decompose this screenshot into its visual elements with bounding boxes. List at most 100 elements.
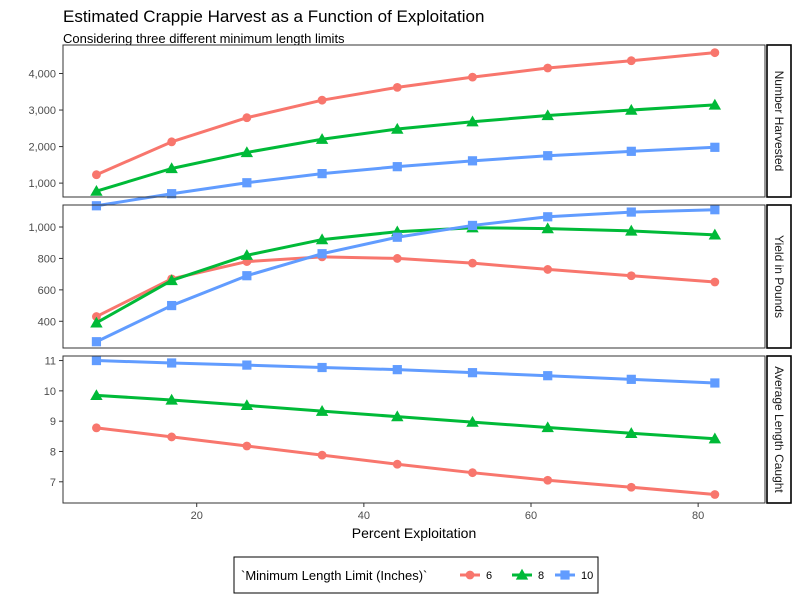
data-point-8 [165, 393, 178, 405]
data-point-10 [543, 371, 553, 381]
legend-key-marker [515, 568, 529, 580]
data-point-6 [626, 482, 636, 492]
data-point-10 [710, 142, 720, 152]
y-tick-label: 3,000 [28, 105, 56, 117]
y-tick-label: 9 [50, 416, 56, 428]
data-point-6 [392, 459, 402, 469]
chart-title: Estimated Crappie Harvest as a Function … [63, 7, 484, 26]
legend-item-6: 6 [460, 570, 492, 582]
panel-border [62, 204, 766, 349]
data-point-10 [467, 368, 478, 378]
data-point-6 [626, 271, 636, 281]
panel-3: 7 8 9 10 11 Average Length Caught [44, 355, 792, 504]
data-point-6 [710, 277, 720, 287]
y-tick-label: 800 [38, 253, 56, 265]
data-point-10 [626, 146, 636, 156]
legend-item-8: 8 [512, 568, 544, 582]
series-line-6 [95, 255, 715, 318]
data-point-8 [165, 274, 178, 286]
data-point-8 [90, 316, 103, 328]
legend-key-marker [560, 570, 570, 580]
data-point-6 [167, 137, 177, 147]
data-point-6 [392, 82, 402, 92]
data-point-10 [543, 212, 553, 222]
data-point-10 [167, 358, 177, 368]
data-point-10 [710, 205, 720, 215]
data-point-8 [541, 421, 554, 433]
data-point-10 [91, 201, 102, 211]
y-tick-label: 400 [38, 316, 56, 328]
x-tick-label: 40 [358, 510, 370, 522]
data-point-8 [708, 228, 722, 240]
x-axis-title: Percent Exploitation [352, 525, 477, 541]
data-point-8 [90, 389, 103, 401]
strip-box [766, 44, 792, 198]
y-tick-label: 8 [50, 446, 56, 458]
y-tick-label: 11 [45, 356, 56, 368]
y-tick-label: 1,000 [28, 178, 56, 190]
data-point-8 [708, 432, 722, 444]
data-point-6 [317, 450, 327, 460]
data-point-6 [92, 170, 101, 180]
data-point-8 [625, 103, 638, 115]
data-point-8 [708, 98, 722, 110]
data-point-6 [543, 265, 553, 274]
data-point-10 [317, 362, 327, 373]
data-point-6 [710, 490, 720, 499]
chart-subtitle: Considering three different minimum leng… [63, 31, 345, 46]
legend-label: 8 [538, 570, 544, 582]
strip-box [766, 204, 792, 349]
series-line-10 [96, 359, 715, 385]
y-tick-label: 1,000 [28, 222, 56, 234]
series-line-6 [96, 426, 715, 497]
data-point-6 [468, 258, 477, 268]
data-point-10 [392, 162, 402, 172]
data-point-10 [392, 365, 402, 375]
data-point-6 [92, 423, 101, 433]
data-point-8 [541, 109, 554, 121]
strip-label: Number Harvested [772, 71, 786, 172]
panel-border [62, 44, 766, 198]
data-point-10 [317, 169, 327, 179]
data-point-6 [242, 113, 252, 123]
data-point-10 [392, 232, 402, 242]
x-tick-label: 20 [191, 510, 203, 522]
data-point-8 [466, 415, 479, 427]
data-point-10 [710, 378, 720, 388]
data-point-10 [626, 207, 636, 217]
data-point-10 [543, 151, 553, 161]
panel-2: 400 600 800 1,000 Yield in Pounds [28, 204, 792, 349]
data-point-10 [242, 271, 252, 281]
data-point-8 [625, 427, 638, 438]
y-tick-label: 10 [44, 386, 56, 398]
data-point-6 [468, 468, 477, 478]
data-point-6 [242, 441, 252, 451]
data-point-6 [543, 475, 553, 485]
data-point-8 [240, 146, 254, 158]
data-point-10 [242, 360, 252, 370]
strip-box [766, 355, 792, 504]
y-tick-label: 600 [38, 285, 56, 297]
data-point-8 [315, 404, 329, 416]
data-point-8 [240, 249, 254, 260]
data-point-6 [468, 72, 477, 82]
data-point-6 [392, 254, 402, 263]
x-tick-label: 60 [525, 510, 537, 522]
series-line-6 [95, 51, 716, 177]
data-point-10 [91, 337, 102, 347]
data-point-8 [625, 224, 638, 236]
data-point-8 [240, 399, 254, 411]
panel-border [62, 355, 766, 504]
data-point-6 [626, 56, 636, 66]
panel-1: 1,000 2,000 3,000 4,000 Number Harvested [28, 44, 792, 211]
strip-label: Yield in Pounds [772, 235, 786, 318]
legend-label: 6 [486, 570, 492, 582]
data-point-10 [167, 300, 177, 311]
y-tick-label: 2,000 [28, 142, 56, 154]
legend-title: `Minimum Length Limit (Inches)` [241, 568, 427, 583]
data-point-10 [242, 178, 252, 188]
x-tick-label: 80 [692, 510, 704, 522]
legend-box [233, 556, 599, 594]
data-point-8 [315, 133, 329, 144]
